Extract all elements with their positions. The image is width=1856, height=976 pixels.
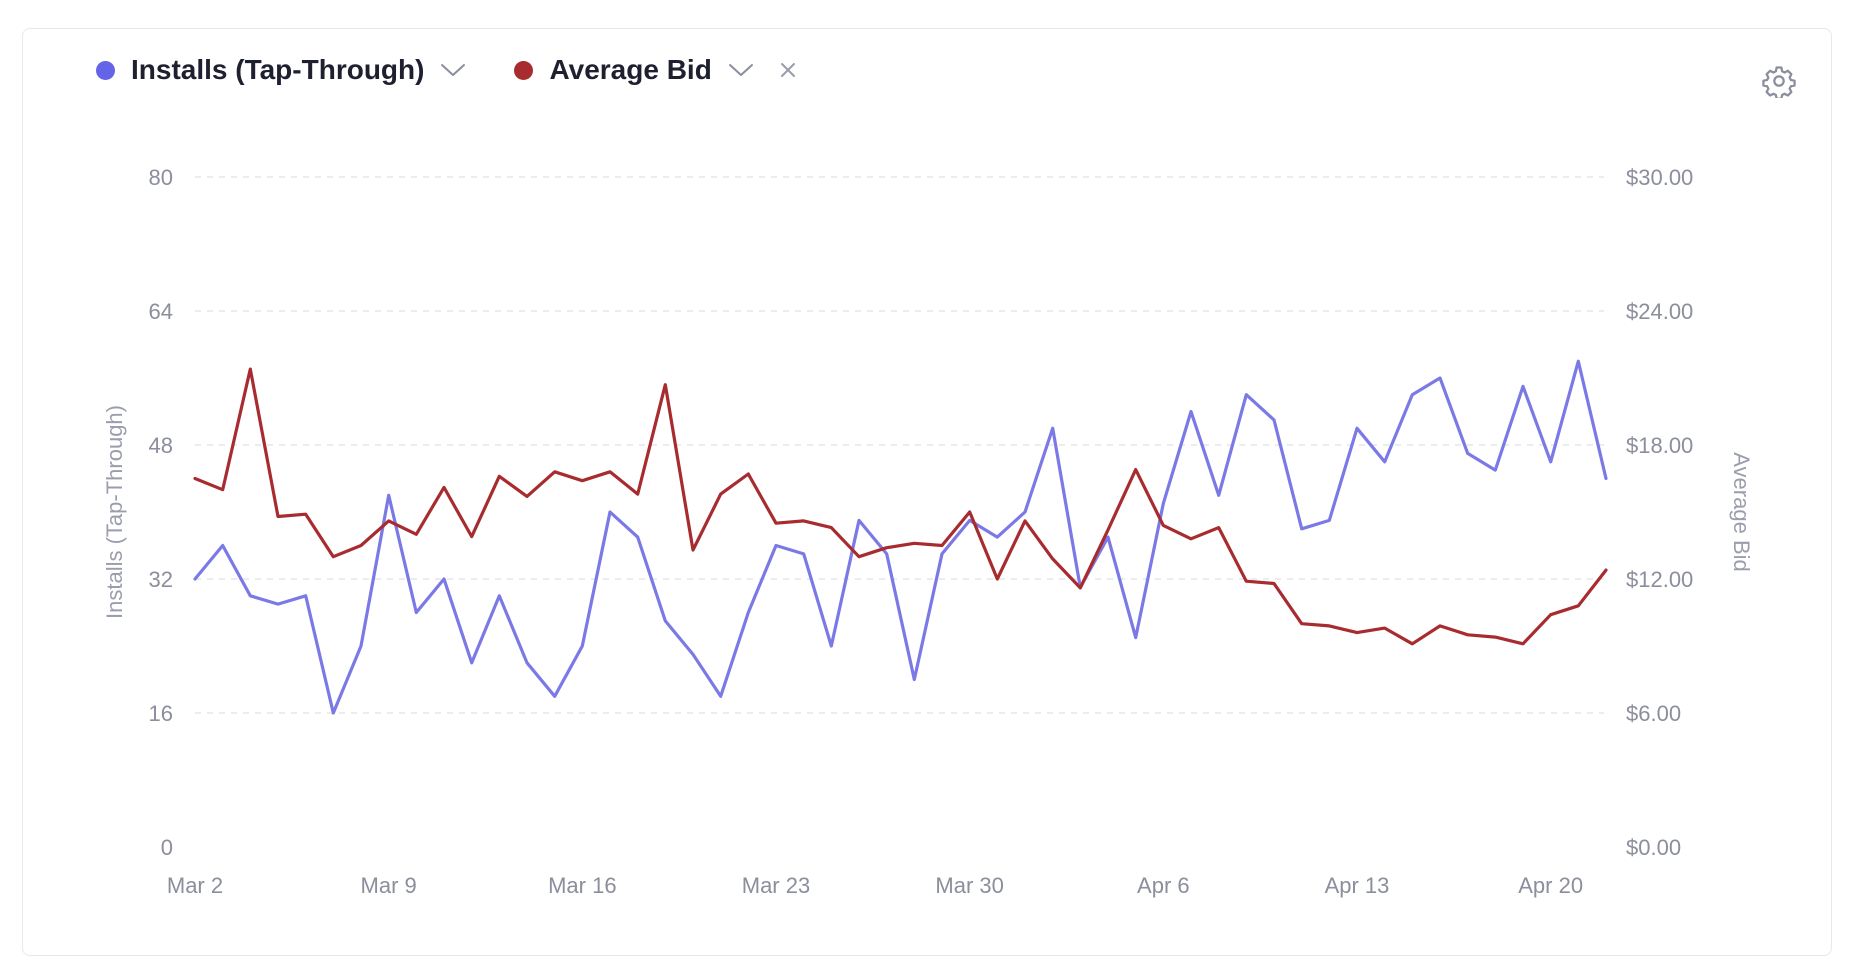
- left-tick-label: 80: [149, 165, 173, 190]
- x-tick-label: Mar 23: [742, 873, 810, 898]
- average-bid-series-line: [193, 367, 1608, 646]
- installs-series-line: [193, 359, 1608, 715]
- chevron-down-icon[interactable]: [438, 60, 468, 80]
- x-tick-label: Mar 9: [361, 873, 417, 898]
- left-axis-title: Installs (Tap-Through): [102, 405, 127, 619]
- chart-legend: Installs (Tap-Through) Average Bid: [96, 50, 798, 90]
- legend-label-installs: Installs (Tap-Through): [131, 54, 425, 85]
- x-tick-label: Mar 16: [548, 873, 616, 898]
- chevron-down-icon[interactable]: [726, 60, 756, 80]
- left-axis-ticks: 0 16 32 48 64 80: [149, 165, 173, 860]
- right-tick-label: $6.00: [1626, 701, 1681, 726]
- x-tick-label: Apr 6: [1137, 873, 1190, 898]
- left-tick-label: 16: [149, 701, 173, 726]
- x-tick-label: Apr 20: [1518, 873, 1583, 898]
- close-icon[interactable]: [778, 60, 798, 80]
- x-tick-label: Mar 30: [935, 873, 1003, 898]
- x-axis-ticks: Mar 2 Mar 9 Mar 16 Mar 23 Mar 30 Apr 6 Apr 13 A…: [167, 873, 1583, 898]
- right-axis-ticks: $0.00 $6.00 $12.00 $18.00 $24.00 $30.00: [1626, 165, 1693, 860]
- left-tick-label: 32: [149, 567, 173, 592]
- right-axis-title: Average Bid: [1729, 452, 1754, 571]
- series-lines: [193, 359, 1608, 715]
- gear-icon[interactable]: [1762, 64, 1796, 98]
- right-tick-label: $30.00: [1626, 165, 1693, 190]
- right-tick-label: $24.00: [1626, 299, 1693, 324]
- legend-label-average-bid: Average Bid: [549, 54, 712, 85]
- x-tick-label: Apr 13: [1325, 873, 1390, 898]
- installs-series-dot: [96, 60, 115, 80]
- x-tick-label: Mar 2: [167, 873, 223, 898]
- chart-card: [22, 28, 1832, 956]
- right-tick-label: $18.00: [1626, 433, 1693, 458]
- average-bid-series-dot: [514, 60, 534, 80]
- legend-item-average-bid[interactable]: Average Bid: [514, 54, 755, 86]
- left-tick-label: 48: [149, 433, 173, 458]
- left-tick-label: 64: [149, 299, 173, 324]
- right-tick-label: $12.00: [1626, 567, 1693, 592]
- right-tick-label: $0.00: [1626, 835, 1681, 860]
- legend-item-installs[interactable]: Installs (Tap-Through): [96, 54, 468, 86]
- left-tick-label: 0: [161, 835, 173, 860]
